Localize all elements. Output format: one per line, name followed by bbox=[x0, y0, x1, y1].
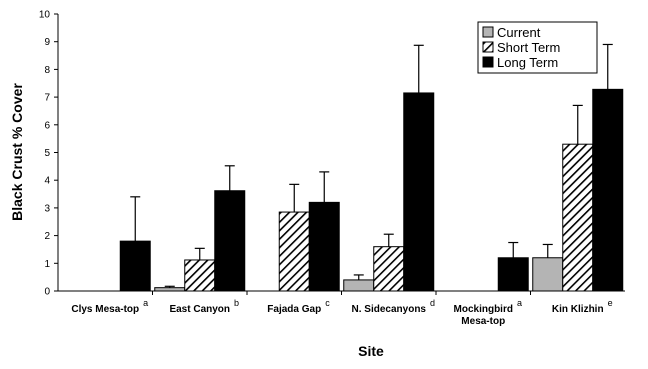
bar bbox=[562, 143, 594, 292]
y-tick-label: 3 bbox=[44, 203, 50, 214]
y-tick-label: 2 bbox=[44, 231, 50, 242]
significance-letter: a bbox=[143, 298, 148, 308]
bar bbox=[278, 211, 310, 292]
significance-letter: c bbox=[325, 298, 330, 308]
x-tick-label: East Canyon bbox=[169, 304, 230, 315]
significance-letter: e bbox=[608, 298, 613, 308]
legend-swatch bbox=[482, 26, 494, 38]
legend-label: Current bbox=[497, 25, 541, 40]
bar bbox=[592, 88, 624, 292]
y-tick-label: 1 bbox=[44, 259, 50, 270]
bar bbox=[119, 240, 151, 292]
y-tick-label: 7 bbox=[44, 93, 50, 104]
axes: 0 1 2 3 4 5 6 7 8 9 10 bbox=[39, 10, 625, 298]
x-tick-label-line2: Mesa-top bbox=[461, 316, 505, 327]
y-axis-title: Black Crust % Cover bbox=[9, 83, 25, 221]
y-tick-label: 5 bbox=[44, 148, 50, 159]
legend-label: Long Term bbox=[497, 55, 558, 70]
bar bbox=[532, 257, 564, 292]
x-tick-label: Kin Klizhin bbox=[552, 304, 604, 315]
error-bars-layer bbox=[130, 43, 613, 288]
bar bbox=[154, 287, 186, 292]
x-tick-label: Fajada Gap bbox=[267, 304, 321, 315]
legend-swatch bbox=[482, 41, 494, 53]
y-tick-label: 4 bbox=[44, 176, 50, 187]
bar bbox=[373, 246, 405, 292]
significance-letter: b bbox=[234, 298, 239, 308]
bars-layer bbox=[119, 88, 624, 292]
bar bbox=[308, 201, 340, 292]
legend-box bbox=[477, 21, 598, 74]
significance-letter: a bbox=[517, 298, 522, 308]
y-tick-label: 10 bbox=[39, 10, 51, 21]
x-tick-label: Mockingbird bbox=[454, 304, 513, 315]
y-tick-label: 6 bbox=[44, 120, 50, 131]
bar bbox=[184, 259, 216, 292]
y-tick-label: 0 bbox=[44, 287, 50, 298]
legend-swatch bbox=[482, 56, 494, 68]
bar bbox=[403, 92, 435, 292]
x-axis-title: Site bbox=[358, 343, 384, 359]
y-tick-label: 9 bbox=[44, 37, 50, 48]
bar bbox=[343, 279, 375, 292]
significance-letter: d bbox=[430, 298, 435, 308]
x-tick-labels: Clys Mesa-top a East Canyon b Fajada Gap c N. … bbox=[71, 298, 612, 327]
x-tick-label: Clys Mesa-top bbox=[71, 304, 139, 315]
y-tick-label: 8 bbox=[44, 65, 50, 76]
legend-label: Short Term bbox=[497, 40, 560, 55]
x-tick-label: N. Sidecanyons bbox=[352, 304, 427, 315]
bar bbox=[497, 257, 529, 292]
bar bbox=[214, 190, 246, 292]
